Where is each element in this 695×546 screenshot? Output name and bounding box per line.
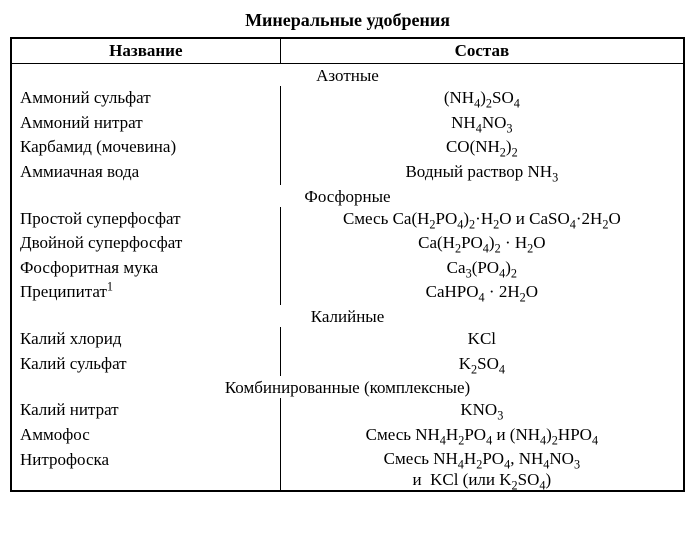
fertilizer-name: Двойной суперфосфат bbox=[11, 231, 280, 256]
fertilizer-name: Нитрофоска bbox=[11, 448, 280, 492]
table-row: Калий нитрат KNO3 bbox=[11, 398, 684, 423]
table-row: Аммоний нитрат NH4NO3 bbox=[11, 111, 684, 136]
fertilizer-table: Название Состав Азотные Аммоний сульфат … bbox=[10, 37, 685, 492]
header-composition: Состав bbox=[280, 38, 684, 64]
table-row: Аммиачная вода Водный раствор NH3 bbox=[11, 160, 684, 185]
fertilizer-name: Калий нитрат bbox=[11, 398, 280, 423]
fertilizer-name: Аммоний сульфат bbox=[11, 86, 280, 111]
section-heading-nitrogen: Азотные bbox=[11, 64, 684, 87]
section-heading-potassium: Калийные bbox=[11, 305, 684, 327]
table-row: Преципитат1 CaHPO4 · 2H2O bbox=[11, 280, 684, 305]
fertilizer-name: Калий хлорид bbox=[11, 327, 280, 352]
table-row: Карбамид (мочевина) CO(NH2)2 bbox=[11, 135, 684, 160]
fertilizer-composition: Смесь Ca(H2PO4)2·H2O и CaSO4·2H2O bbox=[280, 207, 684, 232]
table-row: Аммоний сульфат (NH4)2SO4 bbox=[11, 86, 684, 111]
fertilizer-composition: KNO3 bbox=[280, 398, 684, 423]
fertilizer-composition: Смесь NH4H2PO4, NH4NO3и KCl (или K2SO4) bbox=[280, 448, 684, 492]
fertilizer-name: Аммофос bbox=[11, 423, 280, 448]
fertilizer-composition: K2SO4 bbox=[280, 352, 684, 377]
header-name: Название bbox=[11, 38, 280, 64]
table-row: Калий сульфат K2SO4 bbox=[11, 352, 684, 377]
table-row: Калий хлорид KCl bbox=[11, 327, 684, 352]
table-row: Двойной суперфосфат Ca(H2PO4)2 · H2O bbox=[11, 231, 684, 256]
table-row: Аммофос Смесь NH4H2PO4 и (NH4)2HPO4 bbox=[11, 423, 684, 448]
table-row: Нитрофоска Смесь NH4H2PO4, NH4NO3и KCl (… bbox=[11, 448, 684, 492]
section-heading-combined: Комбинированные (комплексные) bbox=[11, 376, 684, 398]
section-heading-row: Комбинированные (комплексные) bbox=[11, 376, 684, 398]
section-heading-row: Калийные bbox=[11, 305, 684, 327]
fertilizer-name: Аммоний нитрат bbox=[11, 111, 280, 136]
table-title: Минеральные удобрения bbox=[10, 10, 685, 31]
fertilizer-name: Преципитат1 bbox=[11, 280, 280, 305]
fertilizer-name: Фосфоритная мука bbox=[11, 256, 280, 281]
fertilizer-composition: NH4NO3 bbox=[280, 111, 684, 136]
fertilizer-composition: Смесь NH4H2PO4 и (NH4)2HPO4 bbox=[280, 423, 684, 448]
fertilizer-composition: CO(NH2)2 bbox=[280, 135, 684, 160]
section-heading-phosphorus: Фосфорные bbox=[11, 185, 684, 207]
fertilizer-name: Простой суперфосфат bbox=[11, 207, 280, 232]
table-row: Фосфоритная мука Ca3(PO4)2 bbox=[11, 256, 684, 281]
section-heading-row: Азотные bbox=[11, 64, 684, 87]
table-header-row: Название Состав bbox=[11, 38, 684, 64]
fertilizer-name: Карбамид (мочевина) bbox=[11, 135, 280, 160]
fertilizer-name: Калий сульфат bbox=[11, 352, 280, 377]
fertilizer-composition: KCl bbox=[280, 327, 684, 352]
fertilizer-composition: Ca(H2PO4)2 · H2O bbox=[280, 231, 684, 256]
fertilizer-name: Аммиачная вода bbox=[11, 160, 280, 185]
section-heading-row: Фосфорные bbox=[11, 185, 684, 207]
table-row: Простой суперфосфат Смесь Ca(H2PO4)2·H2O… bbox=[11, 207, 684, 232]
fertilizer-composition: Водный раствор NH3 bbox=[280, 160, 684, 185]
fertilizer-composition: CaHPO4 · 2H2O bbox=[280, 280, 684, 305]
fertilizer-composition: (NH4)2SO4 bbox=[280, 86, 684, 111]
fertilizer-composition: Ca3(PO4)2 bbox=[280, 256, 684, 281]
